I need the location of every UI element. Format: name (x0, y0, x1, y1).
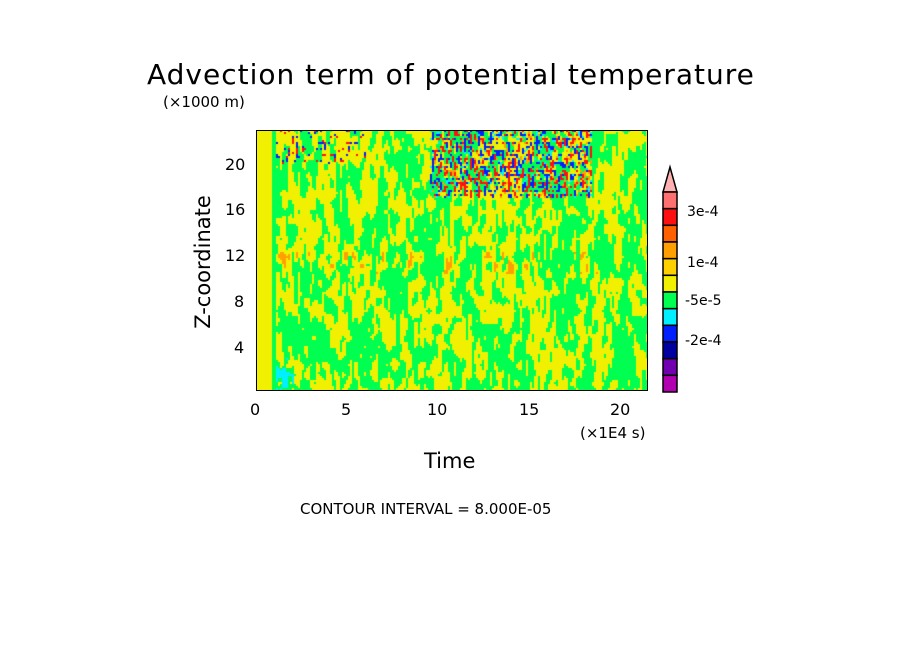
colorbar-swatch (662, 241, 678, 260)
colorbar-label: -5e-5 (685, 293, 722, 309)
y-axis-unit: (×1000 m) (163, 93, 245, 111)
plot-frame (256, 130, 648, 391)
x-tick-label: 5 (341, 400, 352, 419)
x-tick-label: 15 (519, 400, 540, 419)
x-axis-label: Time (424, 449, 476, 473)
x-tick-label: 0 (250, 400, 261, 419)
x-tick-label: 20 (610, 400, 631, 419)
colorbar-label: 1e-4 (687, 255, 719, 271)
colorbar-swatch (662, 357, 678, 377)
colorbar-swatch (662, 191, 678, 210)
x-axis-unit: (×1E4 s) (580, 424, 646, 442)
y-tick-label: 12 (225, 246, 246, 265)
y-tick-label: 4 (234, 338, 245, 357)
contour-interval: CONTOUR INTERVAL = 8.000E-05 (300, 500, 552, 518)
colorbar-swatch (662, 341, 678, 360)
colorbar-swatch (662, 257, 678, 277)
y-tick-label: 8 (234, 292, 245, 311)
x-tick-label: 10 (427, 400, 448, 419)
colorbar-label: -2e-4 (685, 333, 722, 349)
colorbar-swatch (662, 307, 678, 327)
colorbar-swatch (662, 374, 678, 393)
colorbar-extend-triangle (662, 164, 678, 193)
heatmap-field (256, 130, 648, 391)
y-tick-label: 16 (225, 200, 246, 219)
colorbar-swatch (662, 274, 678, 293)
y-tick-label: 20 (225, 155, 246, 174)
colorbar-swatch (662, 291, 678, 310)
chart-title: Advection term of potential temperature (147, 58, 755, 91)
colorbar-label: 3e-4 (687, 204, 719, 220)
colorbar-swatch (662, 224, 678, 243)
colorbar-swatch (662, 207, 678, 227)
colorbar-swatch (662, 324, 678, 343)
